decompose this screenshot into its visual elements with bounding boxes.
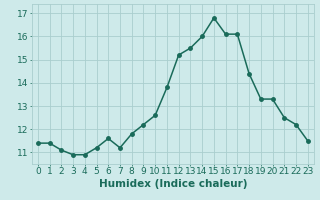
X-axis label: Humidex (Indice chaleur): Humidex (Indice chaleur) (99, 179, 247, 189)
